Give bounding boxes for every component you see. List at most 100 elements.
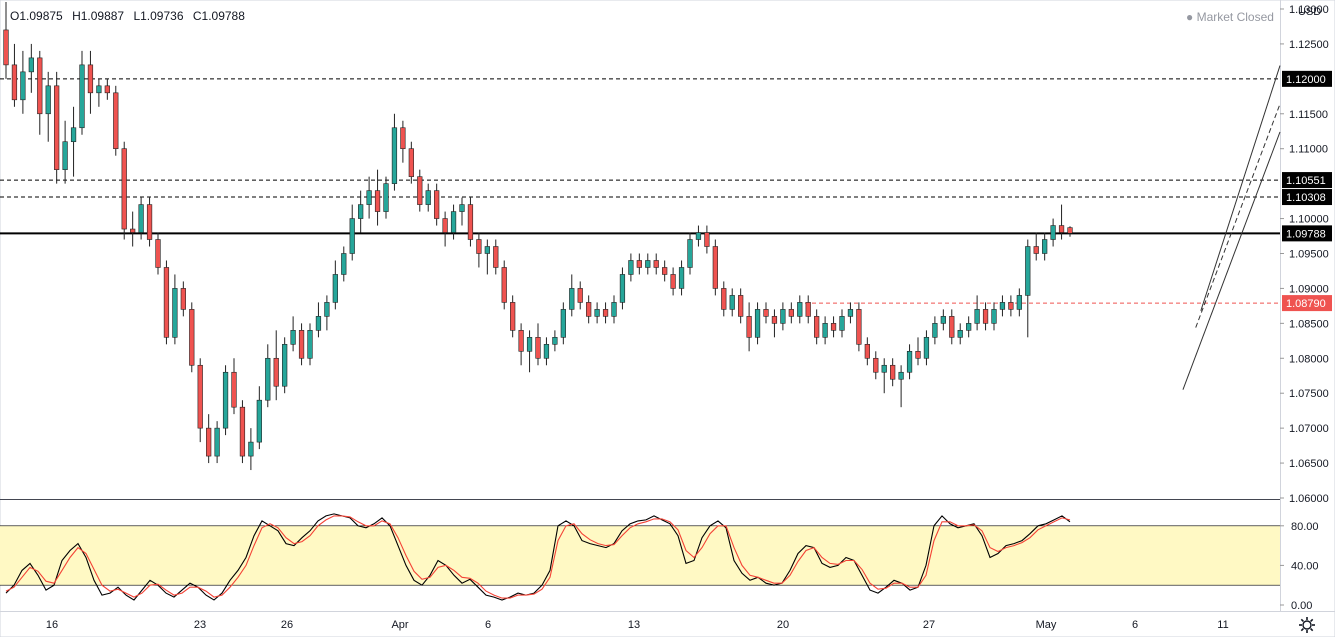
- candle-body[interactable]: [847, 309, 854, 317]
- candle-body[interactable]: [704, 232, 710, 247]
- candle-body[interactable]: [940, 316, 946, 324]
- candle-body[interactable]: [788, 309, 794, 317]
- candle-body[interactable]: [180, 288, 186, 310]
- candle-body[interactable]: [54, 85, 60, 170]
- candle-body[interactable]: [1033, 246, 1039, 254]
- candle-body[interactable]: [830, 323, 837, 331]
- candle-body[interactable]: [79, 64, 85, 129]
- candle-body[interactable]: [282, 344, 288, 387]
- candle-body[interactable]: [628, 260, 634, 275]
- candle-body[interactable]: [434, 190, 440, 219]
- candle-body[interactable]: [586, 302, 592, 317]
- candle-body[interactable]: [383, 183, 389, 212]
- candle-body[interactable]: [535, 337, 541, 359]
- candle-body[interactable]: [163, 267, 170, 338]
- candle-body[interactable]: [96, 85, 102, 94]
- candle-body[interactable]: [569, 288, 575, 310]
- candle-body[interactable]: [560, 309, 566, 338]
- candle-body[interactable]: [172, 288, 178, 338]
- candle-body[interactable]: [248, 441, 254, 457]
- candle-body[interactable]: [957, 330, 963, 338]
- candle-body[interactable]: [932, 323, 938, 338]
- candle-body[interactable]: [915, 350, 921, 359]
- candle-body[interactable]: [189, 309, 195, 366]
- candle-body[interactable]: [982, 309, 989, 324]
- candle-body[interactable]: [493, 246, 499, 268]
- candle-body[interactable]: [856, 309, 862, 345]
- candle-body[interactable]: [797, 302, 803, 317]
- candle-body[interactable]: [366, 190, 372, 205]
- candle-body[interactable]: [814, 316, 820, 338]
- candle-body[interactable]: [307, 330, 313, 359]
- candle-body[interactable]: [45, 85, 51, 115]
- candle-body[interactable]: [467, 204, 474, 240]
- candle-body[interactable]: [780, 309, 786, 324]
- gear-icon[interactable]: [1298, 616, 1316, 634]
- candle-body[interactable]: [1008, 302, 1014, 310]
- candle-body[interactable]: [459, 204, 465, 212]
- candle-body[interactable]: [738, 295, 744, 317]
- candle-body[interactable]: [805, 302, 811, 317]
- candle-body[interactable]: [484, 246, 490, 254]
- channel-upper-line[interactable]: [1200, 65, 1281, 311]
- candle-body[interactable]: [721, 288, 727, 310]
- candle-body[interactable]: [966, 323, 972, 331]
- currency-label[interactable]: USD: [1298, 6, 1322, 18]
- candle-body[interactable]: [315, 316, 322, 331]
- candle-body[interactable]: [476, 239, 482, 254]
- candle-body[interactable]: [1016, 295, 1022, 310]
- candle-body[interactable]: [374, 190, 381, 212]
- candle-body[interactable]: [425, 190, 431, 205]
- candle-body[interactable]: [1067, 227, 1073, 234]
- candle-body[interactable]: [873, 357, 879, 373]
- candle-body[interactable]: [974, 309, 980, 324]
- candle-body[interactable]: [1050, 225, 1056, 240]
- candle-body[interactable]: [991, 309, 997, 324]
- candle-body[interactable]: [87, 64, 94, 94]
- candle-body[interactable]: [104, 85, 110, 94]
- candle-body[interactable]: [1025, 246, 1031, 296]
- candle-body[interactable]: [450, 211, 457, 233]
- candle-body[interactable]: [619, 274, 626, 303]
- candle-body[interactable]: [121, 148, 127, 230]
- candle-body[interactable]: [653, 260, 659, 268]
- candle-body[interactable]: [155, 239, 161, 268]
- candle-body[interactable]: [864, 344, 870, 359]
- candle-body[interactable]: [602, 309, 609, 317]
- candle-body[interactable]: [214, 427, 220, 457]
- channel-lower-line[interactable]: [1182, 131, 1281, 390]
- candle-body[interactable]: [662, 267, 668, 275]
- candle-body[interactable]: [645, 260, 651, 268]
- candle-body[interactable]: [906, 350, 913, 373]
- candle-body[interactable]: [695, 232, 702, 240]
- candle-body[interactable]: [729, 295, 735, 310]
- candle-body[interactable]: [442, 218, 448, 233]
- candle-body[interactable]: [391, 127, 398, 184]
- candle-body[interactable]: [1042, 239, 1048, 254]
- candle-body[interactable]: [341, 253, 347, 275]
- candle-body[interactable]: [20, 71, 26, 101]
- candle-body[interactable]: [999, 302, 1006, 310]
- candle-body[interactable]: [754, 309, 761, 338]
- candle-body[interactable]: [763, 309, 769, 317]
- candle-body[interactable]: [712, 246, 718, 289]
- candle-body[interactable]: [408, 148, 414, 177]
- candle-body[interactable]: [332, 274, 338, 303]
- candle-body[interactable]: [349, 218, 355, 254]
- candle-body[interactable]: [746, 316, 752, 338]
- candle-body[interactable]: [62, 141, 68, 170]
- candle-body[interactable]: [113, 92, 119, 150]
- candle-body[interactable]: [146, 204, 153, 240]
- candle-body[interactable]: [37, 57, 43, 115]
- candle-body[interactable]: [265, 357, 271, 401]
- candle-body[interactable]: [358, 204, 364, 219]
- candle-body[interactable]: [518, 330, 524, 352]
- candle-body[interactable]: [771, 316, 778, 324]
- candle-body[interactable]: [611, 302, 617, 317]
- candle-body[interactable]: [222, 371, 229, 429]
- candle-body[interactable]: [510, 302, 516, 331]
- candle-body[interactable]: [324, 302, 330, 317]
- candle-body[interactable]: [3, 29, 9, 66]
- candle-body[interactable]: [501, 267, 507, 303]
- candle-body[interactable]: [687, 239, 693, 268]
